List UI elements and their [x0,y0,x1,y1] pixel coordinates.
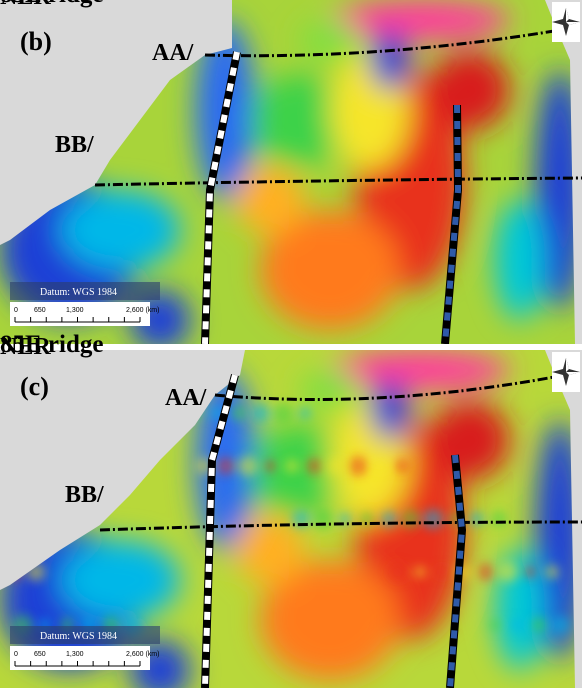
datum-label: Datum: WGS 1984 [40,287,117,298]
scale-label: 1,300 [66,651,84,658]
texture-dot [510,618,524,632]
texture-dot [414,566,426,578]
anomaly-blob [430,50,510,130]
anomaly-blob [60,540,180,620]
north-arrow [552,2,580,42]
feature-label: NER [0,0,51,10]
texture-dot [339,513,351,525]
scale-label: 0 [14,307,18,314]
feature-label: AA/ [165,385,207,411]
ner-dash [447,454,466,688]
profile-line [204,28,561,58]
texture-dot [299,407,311,419]
feature-label: NER [0,334,51,360]
feature-label: 85E ridge [0,331,103,358]
land-east [545,350,582,688]
texture-dot [477,563,495,581]
texture-dot [435,565,449,579]
panel-content [0,0,582,344]
anomaly-blob [330,350,510,390]
texture-dot [285,459,299,473]
ridge-dash [202,51,240,344]
datum-box [10,282,160,300]
texture-dot [264,460,276,472]
land [0,350,245,590]
texture-dot [252,404,270,422]
texture-dot [423,509,443,529]
feature-label: AA/ [152,40,194,66]
anomaly-blob [260,210,400,330]
anomaly-blob [300,370,360,410]
anomaly-blob [370,380,410,440]
panel-label: (b) [20,27,52,56]
texture-dot [231,405,247,421]
feature-label: BB/ [65,482,104,508]
texture-dot [374,460,386,472]
texture-dot [552,616,570,634]
texture-dot [545,565,559,579]
scale-label: 650 [34,307,46,314]
scale-label: 650 [34,651,46,658]
texture-dot [313,509,333,529]
texture-dot [395,459,409,473]
texture-dot [491,511,507,527]
panel-content [0,350,582,688]
texture-dot [402,510,420,528]
anomaly-blob [535,420,582,660]
texture-dot [273,403,293,423]
texture-dot [238,456,258,476]
anomaly-blob [250,75,350,165]
anomaly-blob [495,200,545,320]
texture-dot [531,617,547,633]
land-east [545,0,582,344]
profile-line [94,176,582,187]
texture-dot [524,566,536,578]
texture-dot [348,456,368,476]
texture-dot [489,619,501,631]
texture-dot [327,457,345,475]
anomaly-blob [60,190,180,270]
compass-star [566,8,580,25]
anomaly-blob [260,560,400,680]
anomaly-blob [370,30,410,90]
compass-star [566,358,580,375]
feature-label: 85E ridge [0,0,103,8]
scale-label: 2,600 (km) [126,651,159,658]
texture-dot [470,512,484,526]
anomaly-blob [300,20,360,60]
ner-dash [442,104,462,344]
feature-label: BB/ [55,132,94,158]
anomaly-blob [535,70,582,310]
profile-line [99,520,582,532]
datum-box [10,626,160,644]
texture-dot [498,562,518,582]
anomaly-field [0,350,582,688]
datum-label: Datum: WGS 1984 [40,631,117,642]
ridge-dash [202,374,238,688]
north-arrow [552,352,580,392]
profile-line [214,373,566,401]
land [0,0,232,245]
anomaly-blob [430,400,510,480]
texture-dot [217,457,235,475]
texture-dot [388,562,408,582]
panel-label: (c) [20,372,49,401]
anomaly-blob [235,165,305,235]
anomaly-blob [330,0,510,40]
anomaly-blob [235,515,305,585]
scale-label: 2,600 (km) [126,307,159,314]
scale-label: 0 [14,651,18,658]
anomaly-blob [250,425,350,515]
texture-dot [306,458,322,474]
scale-label: 1,300 [66,307,84,314]
